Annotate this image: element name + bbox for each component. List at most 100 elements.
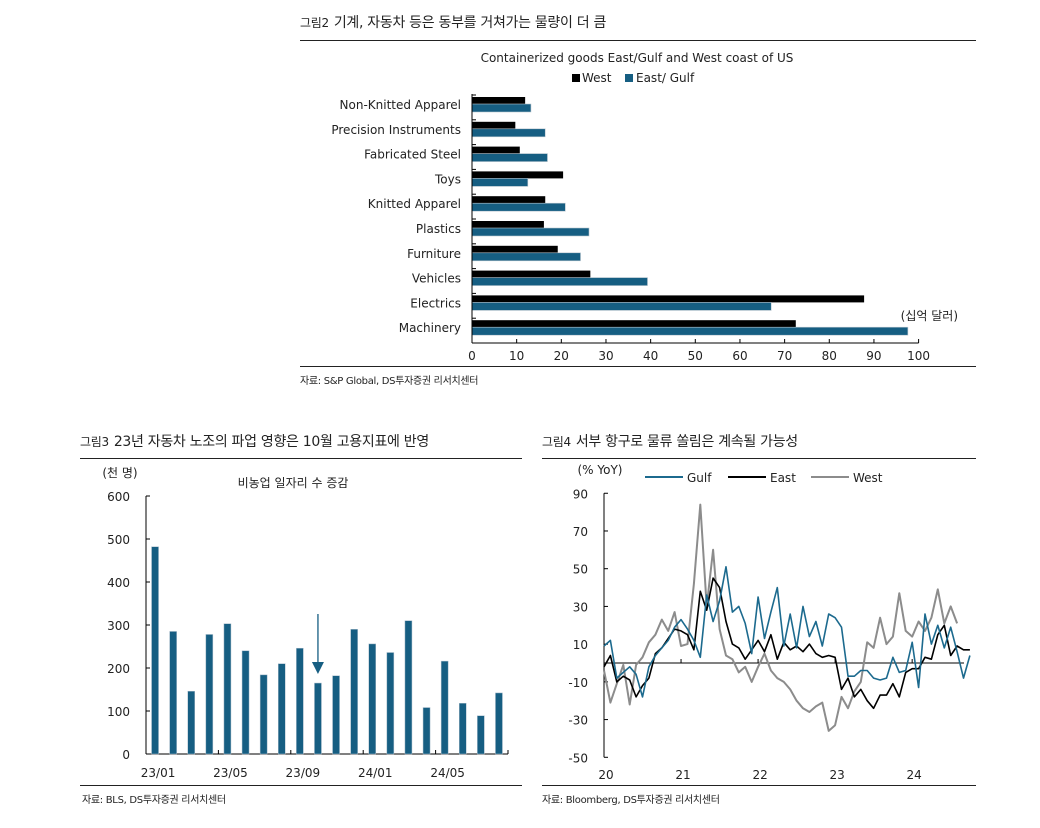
y-tick-label: 50 [573,563,588,577]
y-tick-label: 600 [107,490,130,504]
bar-jobs [241,650,250,755]
bar-west [472,97,526,104]
y-tick-label: 200 [107,662,130,676]
bar-jobs [422,707,431,755]
fig3-title-text: 23년 자동차 노조의 파업 영향은 10월 고용지표에 반영 [113,434,429,450]
bar-west [472,221,544,228]
category-label: Plastics [416,222,461,236]
legend-label-west: West [582,71,612,85]
line-east [603,577,970,710]
category-label: Toys [434,172,461,186]
x-tick-label: 90 [866,349,881,363]
x-tick-label: 60 [732,349,747,363]
fig4-title-text: 서부 항구로 물류 쏠림은 계속될 가능성 [575,434,798,450]
chart-title: Containerized goods East/Gulf and West c… [481,51,794,65]
x-tick-label: 70 [777,349,792,363]
bar-west [472,270,591,278]
category-label: Vehicles [412,272,461,286]
bar-jobs [169,631,177,755]
x-tick-label: 40 [643,349,658,363]
legend-label-east: East [770,471,796,485]
bar-jobs [368,643,376,755]
legend-label-west: West [853,471,883,485]
legend-swatch-east-gulf [625,74,633,82]
y-tick-label: 500 [107,533,130,547]
legend-label-east-gulf: East/ Gulf [636,71,695,85]
y-tick-label: 70 [573,525,588,539]
fig3-source: 자료: BLS, DS투자증권 리서치센터 [82,795,226,806]
bar-jobs [259,674,268,755]
fig2-chart: Containerized goods East/Gulf and West c… [331,51,958,363]
fig4-number: 그림4 [542,435,571,449]
chart-title: 비농업 일자리 수 증감 [238,476,349,490]
x-tick-label: 24 [907,768,922,782]
x-tick-label: 30 [598,349,613,363]
bar-jobs [223,623,232,755]
fig4-title-rule [542,458,976,459]
bar-jobs [495,692,503,755]
category-label: Precision Instruments [331,123,461,137]
category-label: Machinery [399,321,461,335]
bar-jobs [278,663,286,755]
bar-west [472,295,865,303]
bar-jobs [187,690,195,755]
x-tick-label: 0 [468,349,476,363]
fig3-bottom-rule [80,785,522,786]
bar-jobs [404,620,413,755]
x-tick-label: 20 [598,768,613,782]
unit-label: (천 명) [102,465,137,480]
x-tick-label: 23/01 [141,766,176,780]
fig3-title-rule [80,458,522,459]
bar-jobs [296,647,304,755]
bar-west [472,196,546,204]
y-tick-label: 0 [122,748,130,762]
x-tick-label: 50 [688,349,703,363]
bar-jobs [386,652,395,755]
bar-west [472,171,564,179]
line-west [603,503,959,732]
fig4-bottom-rule [542,785,976,786]
y-tick-label: -50 [568,751,588,765]
fig3-chart: (천 명) 비농업 일자리 수 증감 0 100 200 300 400 500 600 23/0… [102,465,509,780]
fig3-title: 그림3 23년 자동차 노조의 파업 영향은 10월 고용지표에 반영 [80,431,429,451]
bar-jobs [151,546,159,755]
legend-label-gulf: Gulf [687,471,712,485]
x-tick-label: 100 [907,349,930,363]
y-tick-label: 300 [107,619,130,633]
x-tick-label: 23/05 [213,766,248,780]
y-tick-label: -30 [568,714,588,728]
x-tick-label: 24/05 [430,766,465,780]
x-tick-label: 23/09 [286,766,321,780]
fig4-title: 그림4 서부 항구로 물류 쏠림은 계속될 가능성 [542,431,798,451]
legend-swatch-west [572,74,580,82]
fig2-title-text: 기계, 자동차 등은 동부를 거쳐가는 물량이 더 큼 [333,15,607,31]
bar-west [472,320,796,328]
bar-jobs [350,629,358,755]
bar-west [472,245,558,253]
category-label: Knitted Apparel [368,197,461,211]
line-gulf [603,565,971,698]
bar-west [472,146,520,154]
x-tick-label: 10 [509,349,524,363]
y-tick-label: 90 [573,487,588,501]
category-label: Non-Knitted Apparel [340,98,461,112]
bar-jobs [459,703,467,755]
x-tick-label: 24/01 [358,766,393,780]
y-tick-label: 100 [107,705,130,719]
category-label: Fabricated Steel [364,148,461,162]
y-tick-label: 30 [573,600,588,614]
fig3-number: 그림3 [80,435,109,449]
x-tick-label: 20 [554,349,569,363]
category-label: Electrics [410,296,461,310]
fig4-source: 자료: Bloomberg, DS투자증권 리서치센터 [542,795,720,806]
bar-jobs [205,634,214,755]
bar-jobs [314,682,322,755]
x-tick-label: 22 [752,768,767,782]
unit-label: (% YoY) [578,463,623,477]
y-tick-label: 400 [107,576,130,590]
bar-jobs [477,715,485,755]
fig2-number: 그림2 [300,16,329,30]
x-tick-label: 21 [675,768,690,782]
fig2-title: 그림2 기계, 자동차 등은 동부를 거쳐가는 물량이 더 큼 [300,12,606,32]
